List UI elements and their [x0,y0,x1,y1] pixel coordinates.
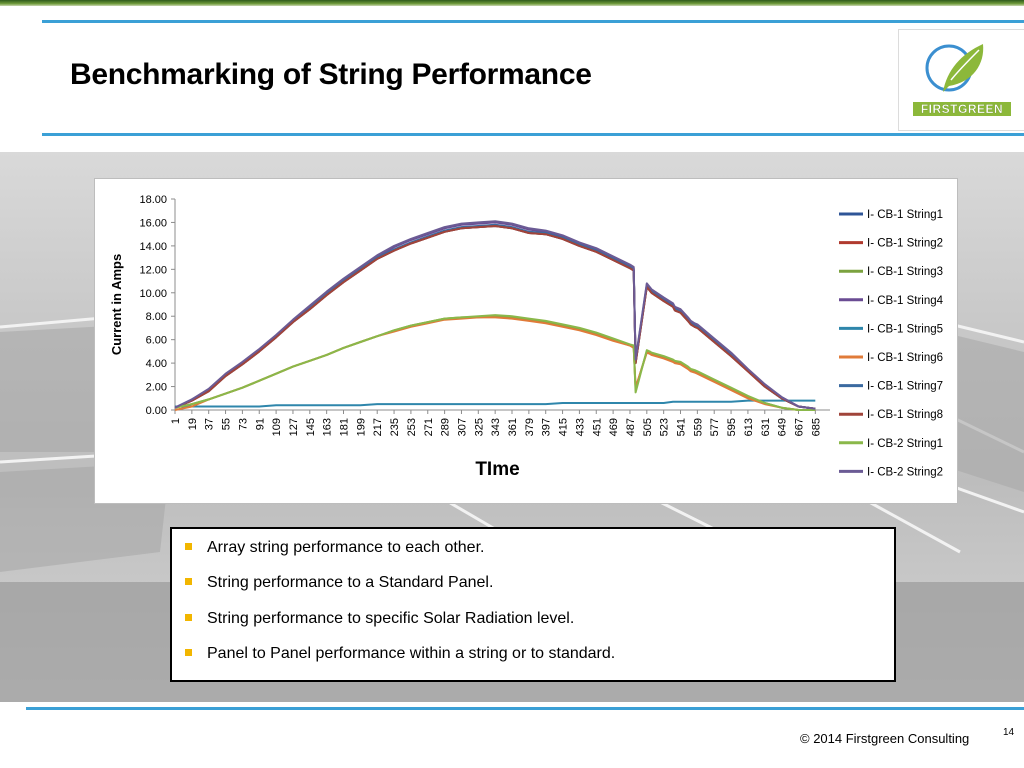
x-tick-label: 415 [558,418,570,436]
x-tick-label: 541 [676,418,688,436]
legend-label: I- CB-1 String2 [867,238,943,250]
x-tick-label: 307 [456,418,468,436]
x-tick-label: 577 [709,418,721,436]
series-line [175,399,816,408]
bullet-square-icon [185,649,192,656]
x-tick-label: 145 [305,418,317,436]
legend-label: I- CB-1 String1 [867,209,943,221]
footer-rule [26,707,1024,710]
x-tick-label: 613 [743,418,755,436]
bullet-text: String performance to a Standard Panel. [207,574,494,591]
x-tick-label: 505 [642,418,654,436]
x-tick-label: 1 [170,418,182,424]
x-tick-label: 271 [423,418,435,436]
chart-container: 0.00 2.00 4.00 6.00 8.00 10.00 12.00 14.00 16.00… [94,178,958,504]
x-tick-label: 361 [507,418,519,436]
x-tick-label: 631 [760,418,772,436]
bullet-square-icon [185,578,192,585]
bullet-item: Panel to Panel performance within a stri… [185,645,616,663]
y-tick-label: 6.00 [146,335,167,347]
legend-label: I- CB-1 String6 [867,352,943,364]
current-vs-time-chart: 0.00 2.00 4.00 6.00 8.00 10.00 12.00 14.00 16.00… [109,194,944,480]
title-top-rule [42,20,1024,23]
x-tick-label: 523 [659,418,671,436]
legend-label: I- CB-1 String4 [867,295,944,307]
top-band [0,0,1024,6]
legend-label: I- CB-1 String5 [867,323,943,335]
x-tick-label: 433 [574,418,586,436]
x-tick-label: 649 [777,418,789,436]
x-tick-label: 487 [625,418,637,436]
title-bottom-rule [42,133,1024,136]
bullet-item: String performance to a Standard Panel. [185,574,494,592]
y-tick-label: 14.00 [139,241,167,253]
series-line [174,316,816,411]
x-tick-label: 379 [524,418,536,436]
y-tick-label: 10.00 [139,288,167,300]
x-tick-label: 199 [355,418,367,436]
bullet-text: Panel to Panel performance within a stri… [207,645,616,662]
bullet-list-box: Array string performance to each other. … [170,527,896,682]
legend-label: I- CB-1 String3 [867,266,943,278]
page-number: 14 [1003,727,1015,738]
x-tick-label: 91 [254,418,266,430]
x-axis-title: TIme [475,459,519,480]
slide-title: Benchmarking of String Performance [70,58,592,91]
x-tick-label: 595 [726,418,738,436]
y-tick-label: 2.00 [146,382,167,394]
x-tick-label: 37 [204,418,216,430]
x-tick-label: 397 [541,418,553,436]
x-tick-label: 217 [372,418,384,436]
bullet-item: String performance to specific Solar Rad… [185,610,575,628]
x-tick-label: 73 [237,418,249,430]
series-line [174,220,816,410]
x-tick-label: 451 [591,418,603,436]
bullet-square-icon [185,543,192,550]
bullet-item: Array string performance to each other. [185,539,485,557]
legend-label: I- CB-2 String2 [867,466,943,478]
x-tick-label: 469 [608,418,620,436]
leaf-globe-icon [925,44,984,92]
x-tick-label: 109 [271,418,283,436]
y-axis-title: Current in Amps [109,254,124,355]
logo-wordmark: FIRSTGREEN [913,102,1011,116]
y-tick-label: 16.00 [139,217,167,229]
y-tick-label: 8.00 [146,311,167,323]
x-tick-label: 667 [793,418,805,436]
x-tick-label: 343 [490,418,502,436]
y-tick-label: 4.00 [146,358,167,370]
x-tick-label: 325 [473,418,485,436]
x-tick-label: 19 [187,418,199,430]
x-tick-label: 181 [339,418,351,436]
x-tick-label: 163 [322,418,334,436]
series-line [174,315,816,411]
legend-label: I- CB-1 String8 [867,409,943,421]
x-tick-label: 289 [440,418,452,436]
bullet-text: Array string performance to each other. [207,539,485,556]
footer-copyright: © 2014 Firstgreen Consulting [800,731,970,746]
x-tick-label: 685 [810,418,822,436]
x-tick-label: 253 [406,418,418,436]
bullet-square-icon [185,614,192,621]
x-tick-label: 559 [692,418,704,436]
series-line [174,225,816,410]
x-tick-label: 127 [288,418,300,436]
legend-label: I- CB-2 String1 [867,438,943,450]
legend-label: I- CB-1 String7 [867,381,943,393]
series-line [174,314,816,411]
y-tick-label: 0.00 [146,405,167,417]
y-tick-label: 12.00 [139,264,167,276]
y-tick-label: 18.00 [139,194,167,206]
firstgreen-logo: FIRSTGREEN [898,29,1024,131]
bullet-text: String performance to specific Solar Rad… [207,610,575,627]
x-tick-label: 55 [221,418,233,430]
x-tick-label: 235 [389,418,401,436]
